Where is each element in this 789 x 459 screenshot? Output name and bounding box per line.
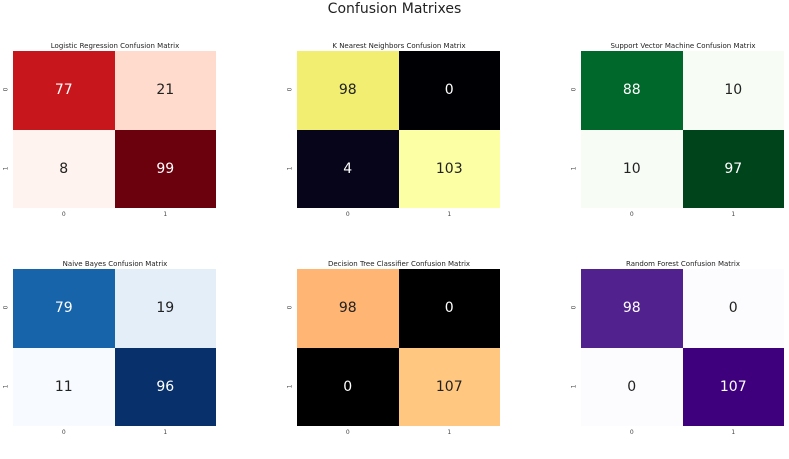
- heatmap-cell: 77: [13, 51, 115, 130]
- y-tick-label: 0: [570, 87, 578, 92]
- confusion-matrix-panel: Random Forest Confusion Matrix 98 0 0 107 0 1 0…: [568, 259, 789, 459]
- x-tick-label: 0: [629, 429, 634, 436]
- heatmap-cell: 98: [297, 269, 399, 348]
- panel-title: Support Vector Machine Confusion Matrix: [610, 42, 756, 50]
- confusion-matrix-panel: Naive Bayes Confusion Matrix 79 19 11 96 0 1 0 1: [0, 259, 230, 459]
- heatmap-cell: 107: [398, 347, 500, 426]
- heatmap-cell: 19: [114, 269, 216, 348]
- x-tick-label: 0: [345, 429, 350, 436]
- x-tick-label: 0: [345, 211, 350, 218]
- y-tick-label: 0: [2, 305, 10, 310]
- panel-title: Logistic Regression Confusion Matrix: [50, 42, 180, 50]
- y-tick-label: 0: [2, 87, 10, 92]
- panel-title: Naive Bayes Confusion Matrix: [62, 260, 168, 268]
- confusion-matrix-panel: Logistic Regression Confusion Matrix 77 21…: [0, 41, 230, 241]
- heatmap-cell: 10: [581, 129, 683, 208]
- heatmap-cell: 21: [114, 51, 216, 130]
- x-tick-label: 0: [61, 429, 66, 436]
- x-tick-label: 1: [731, 429, 736, 436]
- x-tick-label: 1: [447, 429, 452, 436]
- x-tick-label: 1: [163, 429, 168, 436]
- x-tick-label: 1: [447, 211, 452, 218]
- panel-title: Random Forest Confusion Matrix: [626, 260, 740, 268]
- confusion-matrix-panel: K Nearest Neighbors Confusion Matrix 98 0 4…: [284, 41, 514, 241]
- y-tick-label: 1: [570, 166, 578, 170]
- x-tick-label: 0: [61, 211, 66, 218]
- heatmap-cell: 88: [581, 51, 683, 130]
- heatmap-cells: 88 10 10 97: [581, 51, 784, 208]
- heatmap-cell: 0: [682, 269, 784, 348]
- y-tick-label: 1: [286, 166, 294, 170]
- y-tick-label: 1: [286, 384, 294, 388]
- y-tick-label: 1: [2, 384, 10, 388]
- heatmap-cell: 8: [13, 129, 115, 208]
- heatmap-cell: 99: [114, 129, 216, 208]
- panel-title: K Nearest Neighbors Confusion Matrix: [332, 42, 466, 50]
- y-tick-label: 1: [570, 384, 578, 388]
- confusion-matrix-panel: Support Vector Machine Confusion Matrix 8…: [568, 41, 789, 241]
- heatmap-cell: 96: [114, 347, 216, 426]
- heatmap-cells: 98 0 4 103: [297, 51, 500, 208]
- heatmap-cell: 107: [682, 347, 784, 426]
- figure-title: Confusion Matrixes: [327, 1, 462, 17]
- y-tick-label: 0: [286, 87, 294, 92]
- panel-title: Decision Tree Classifier Confusion Matri…: [327, 260, 471, 268]
- heatmap-cell: 0: [297, 347, 399, 426]
- heatmap-cell: 98: [297, 51, 399, 130]
- y-tick-label: 1: [2, 166, 10, 170]
- heatmap-cell: 98: [581, 269, 683, 348]
- heatmap-cell: 11: [13, 347, 115, 426]
- heatmap-cell: 0: [398, 51, 500, 130]
- heatmap-cells: 77 21 8 99: [13, 51, 216, 208]
- y-tick-label: 0: [570, 305, 578, 310]
- heatmap-cell: 10: [682, 51, 784, 130]
- confusion-matrix-panel: Decision Tree Classifier Confusion Matri…: [284, 259, 514, 459]
- y-tick-label: 0: [286, 305, 294, 310]
- heatmap-cell: 103: [398, 129, 500, 208]
- heatmap-cell: 79: [13, 269, 115, 348]
- heatmap-cells: 79 19 11 96: [13, 269, 216, 426]
- heatmap-cell: 4: [297, 129, 399, 208]
- heatmap-cells: 98 0 0 107: [581, 269, 784, 426]
- heatmap-cell: 97: [682, 129, 784, 208]
- heatmap-cells: 98 0 0 107: [297, 269, 500, 426]
- x-tick-label: 1: [731, 211, 736, 218]
- x-tick-label: 0: [629, 211, 634, 218]
- heatmap-cell: 0: [581, 347, 683, 426]
- x-tick-label: 1: [163, 211, 168, 218]
- heatmap-cell: 0: [398, 269, 500, 348]
